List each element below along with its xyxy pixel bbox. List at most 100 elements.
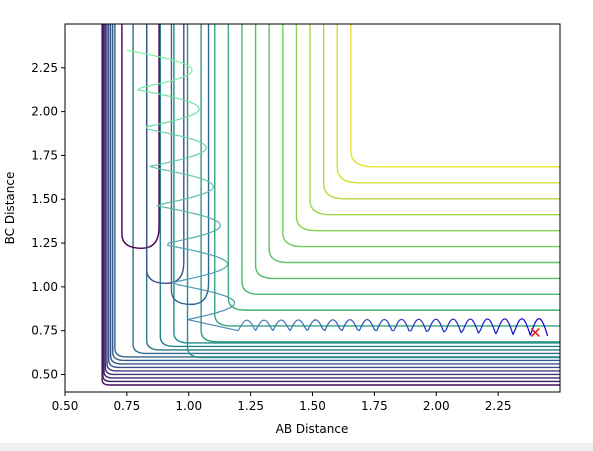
trajectory-segment (423, 325, 428, 332)
trajectory-segment (223, 265, 228, 269)
trajectory-segment (138, 52, 151, 56)
trajectory-segment (319, 324, 324, 329)
trajectory-segment (250, 323, 254, 328)
trajectory-segment (242, 320, 246, 324)
trajectory-segment (156, 202, 165, 207)
trajectory-segment (376, 325, 380, 331)
trajectory-segment (219, 293, 227, 297)
trajectory-segment (506, 319, 510, 324)
trajectory-segment (196, 151, 203, 156)
trajectory-segment (189, 235, 200, 239)
end-point-x-marker (530, 327, 540, 337)
trajectory-segment (477, 329, 482, 334)
trajectory-segment (178, 61, 186, 65)
trajectory-segment (170, 133, 182, 137)
trajectory-segment (257, 322, 261, 327)
potential-energy-contours (101, 24, 560, 386)
trajectory-segment (198, 314, 209, 318)
trajectory-segment (393, 325, 397, 331)
trajectory-segment (158, 168, 171, 172)
trajectory-segment (225, 295, 232, 300)
trajectory-segment (309, 322, 313, 327)
trajectory-segment (187, 100, 195, 105)
trajectory-segment (419, 319, 423, 323)
trajectory-segment (519, 318, 523, 321)
trajectory-segment (181, 156, 190, 160)
trajectory-segment (172, 279, 184, 284)
trajectory-segment (149, 91, 161, 95)
trajectory-segment (374, 329, 377, 332)
trajectory-segment (184, 114, 192, 119)
trajectory-segment (150, 54, 162, 58)
contour-line (103, 24, 560, 379)
trajectory-segment (217, 221, 221, 225)
trajectory-segment (180, 135, 190, 140)
trajectory-segment (456, 322, 460, 328)
trajectory-segment (447, 320, 451, 326)
trajectory-segment (195, 110, 200, 114)
trajectory-segment (185, 63, 190, 68)
trajectory-segment (160, 93, 172, 98)
x-axis-ticks: 0.50 0.75 1.00 1.25 1.50 1.75 2.00 2.25 (52, 392, 512, 413)
trajectory-segment (285, 323, 289, 329)
contour-line (102, 24, 560, 383)
x-tick-label: 2.25 (485, 399, 512, 413)
trajectory-segment (306, 325, 311, 332)
trajectory-segment (223, 307, 230, 311)
trajectory-segment (410, 325, 415, 331)
trajectory-segment (207, 189, 213, 193)
trajectory-segment (441, 326, 445, 333)
trajectory-segment (438, 321, 443, 327)
x-tick-label: 0.50 (52, 399, 79, 413)
trajectory-segment (210, 182, 214, 186)
contour-basin-line (145, 24, 185, 285)
trajectory-segment (328, 319, 332, 323)
trajectory-segment (213, 228, 219, 232)
trajectory-segment (497, 323, 501, 330)
trajectory-segment (189, 66, 193, 70)
trajectory-segment (204, 147, 208, 151)
y-tick-label: 0.75 (31, 324, 58, 338)
trajectory-segment (510, 328, 514, 335)
trajectory-segment (259, 320, 263, 324)
contour-line (254, 24, 560, 280)
trajectory-segment (160, 161, 172, 165)
trajectory-segment (189, 154, 198, 158)
y-tick-label: 0.50 (31, 367, 58, 381)
trajectory-segment (218, 267, 225, 272)
trajectory-segment (536, 317, 540, 321)
contour-line (159, 24, 560, 348)
trajectory-segment (354, 324, 358, 330)
trajectory-segment (492, 327, 497, 335)
trajectory-segment (276, 320, 280, 324)
trajectory-segment (508, 322, 512, 329)
trajectory-segment (145, 123, 157, 128)
end-point-marker-layer (530, 327, 540, 337)
contour-line (214, 24, 560, 327)
trajectory-segment (486, 318, 490, 321)
trajectory-segment (482, 320, 486, 325)
trajectory-segment (199, 233, 208, 237)
trajectory-segment (232, 303, 236, 306)
trajectory-segment (311, 319, 315, 323)
trajectory-segment (406, 325, 410, 332)
trajectory-segment (495, 329, 499, 335)
trajectory-segment (187, 316, 199, 321)
x-tick-label: 2.00 (423, 399, 450, 413)
y-tick-label: 1.25 (31, 236, 58, 250)
trajectory-segment (200, 214, 209, 219)
x-axis-label: AB Distance (276, 422, 349, 436)
trajectory-segment (395, 321, 399, 326)
window-bottom-strip (0, 443, 593, 451)
trajectory-segment (430, 320, 434, 326)
trajectory-segment (412, 321, 417, 326)
trajectory-segment (172, 281, 179, 286)
trajectory-segment (300, 320, 304, 325)
trajectory-segment (345, 319, 350, 323)
trajectory-segment (371, 324, 376, 331)
trajectory-segment (189, 137, 198, 142)
trajectory-segment (421, 321, 425, 327)
trajectory-segment (177, 284, 190, 288)
trajectory-segment (475, 327, 479, 334)
trajectory-segment (534, 319, 538, 325)
